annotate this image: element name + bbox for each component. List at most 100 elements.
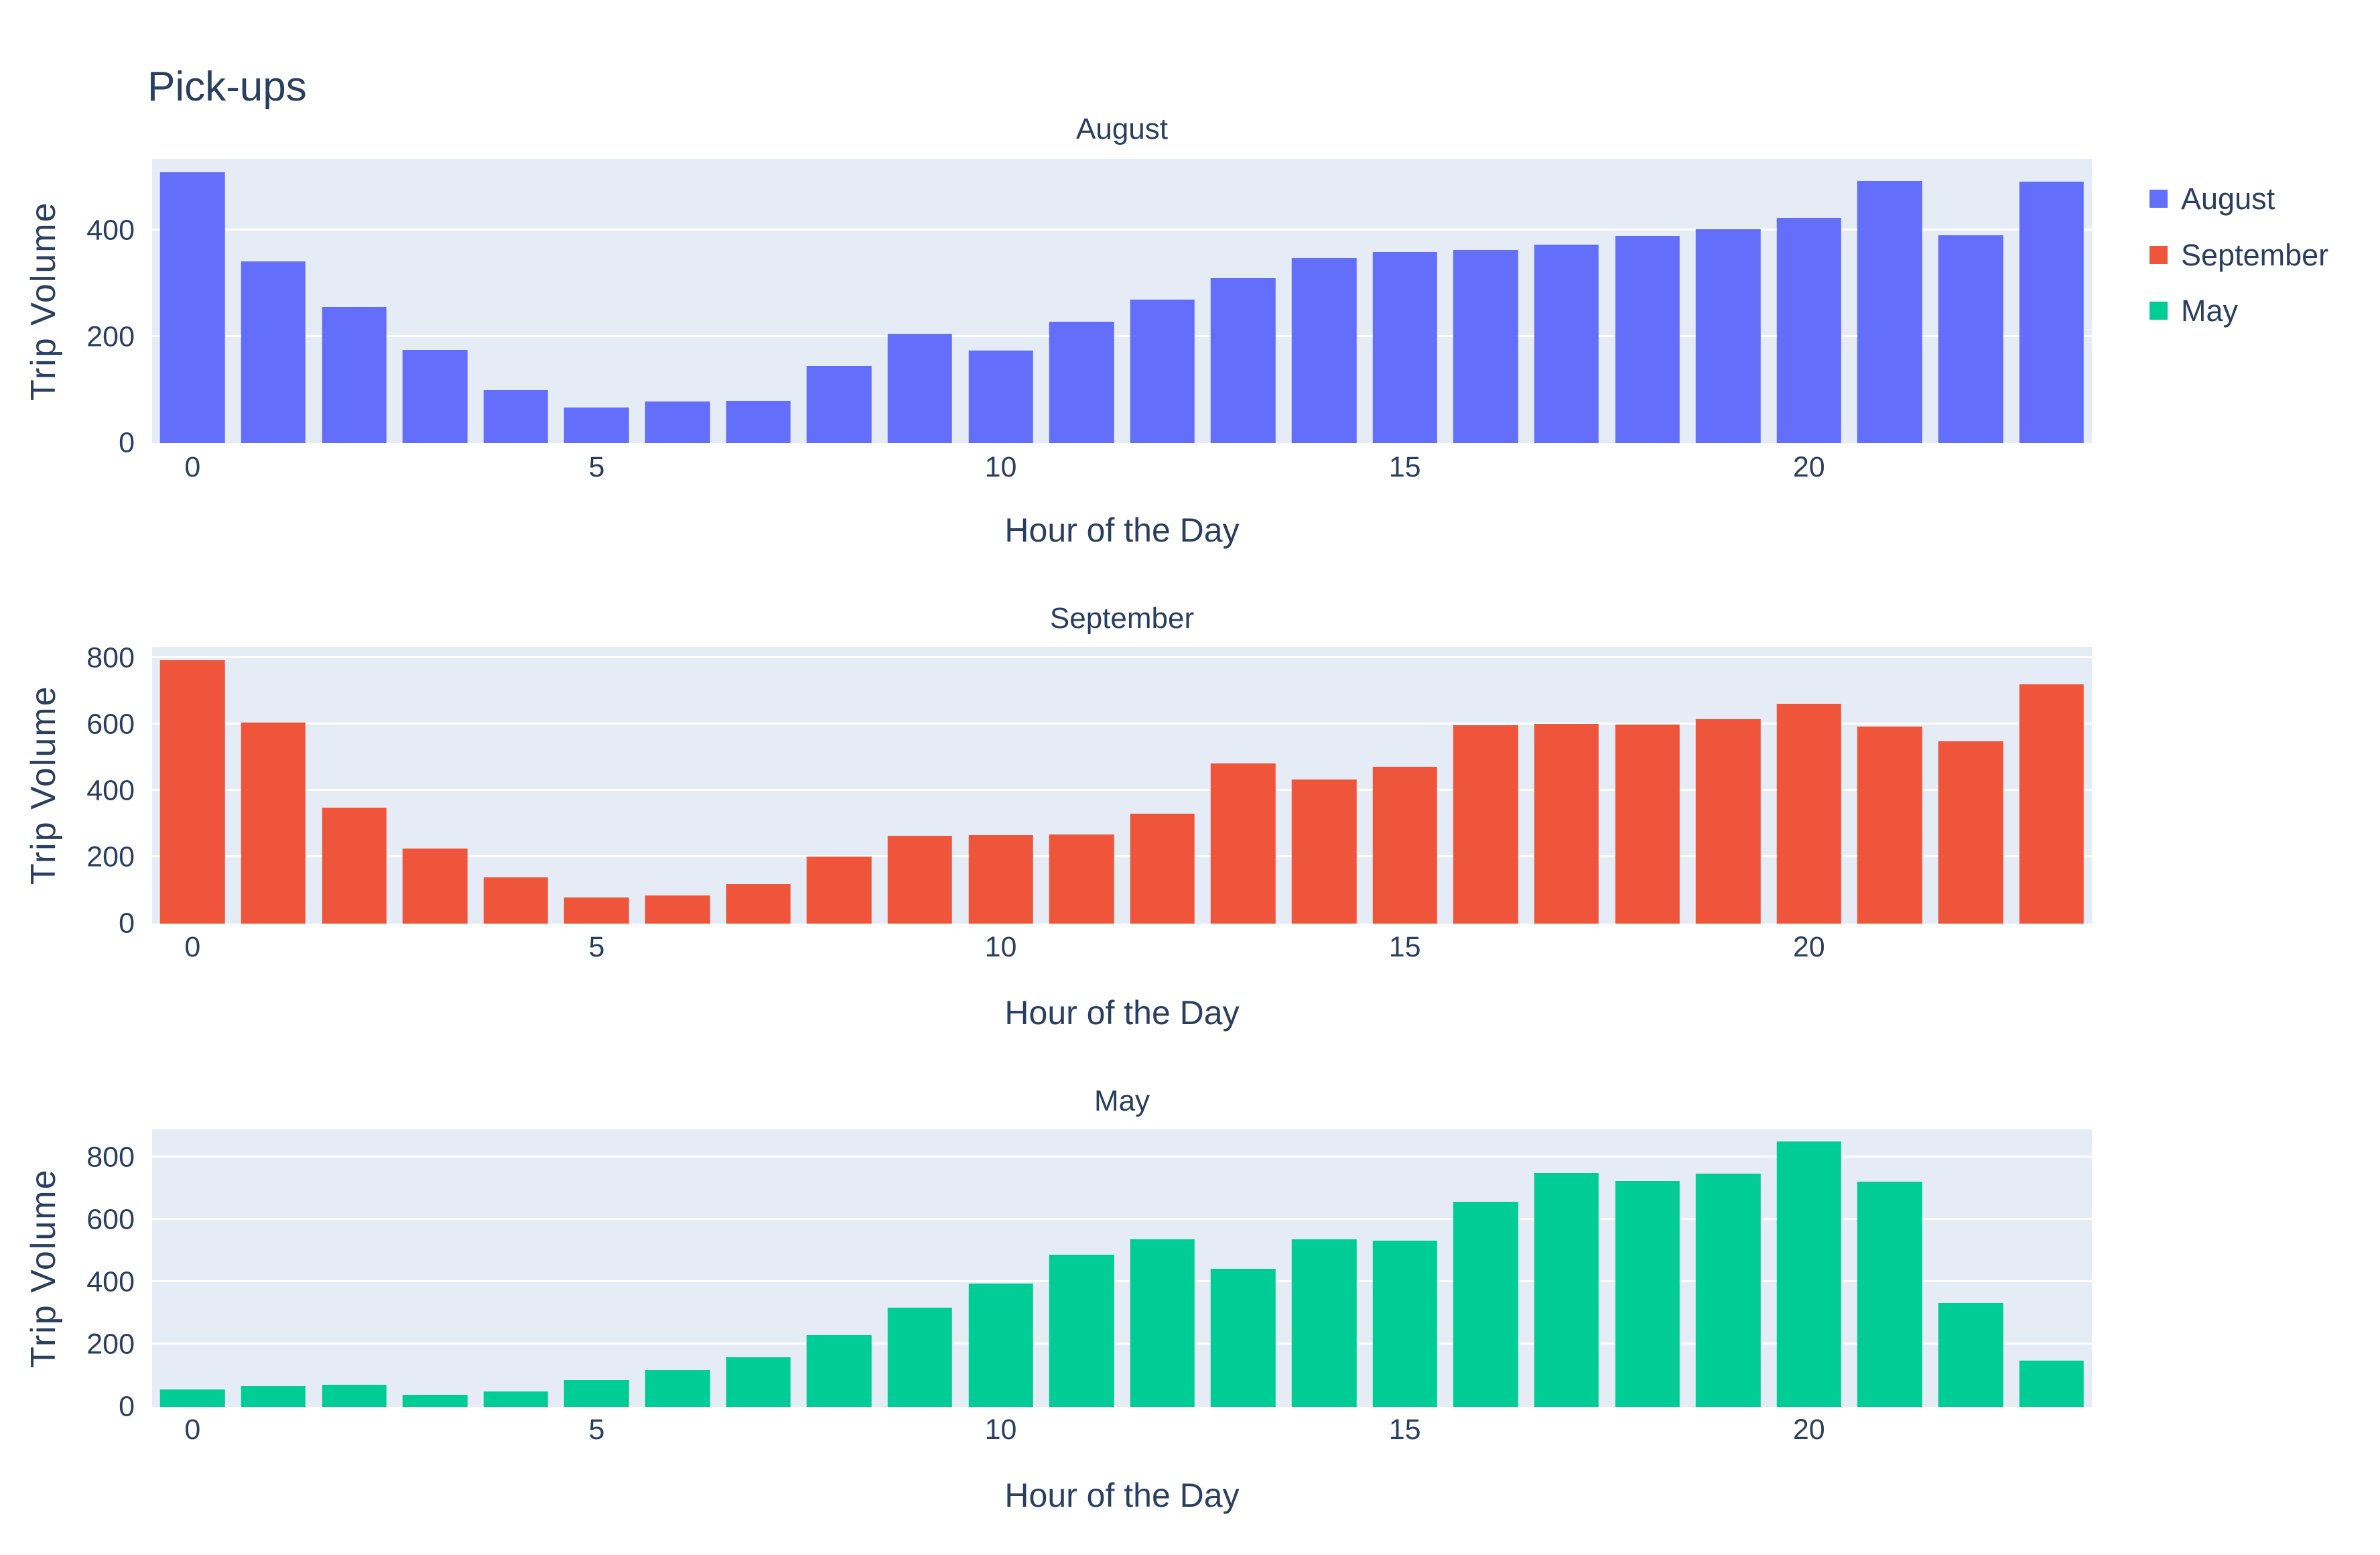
bar-hour-12[interactable]	[1130, 813, 1195, 924]
bar-hour-5[interactable]	[564, 897, 629, 924]
bar-hour-15[interactable]	[1372, 767, 1437, 924]
bar-hour-8[interactable]	[807, 366, 872, 443]
bar-hour-9[interactable]	[887, 1307, 953, 1407]
bar-hour-19[interactable]	[1695, 719, 1761, 924]
bar-hour-6[interactable]	[645, 895, 710, 924]
y-tick-label: 200	[86, 1328, 135, 1361]
bar-hour-5[interactable]	[564, 407, 629, 443]
bar-hour-12[interactable]	[1130, 1239, 1195, 1407]
bar-hour-23[interactable]	[2019, 1361, 2084, 1407]
gridline	[152, 1342, 2092, 1345]
y-tick-label: 200	[86, 841, 135, 873]
bar-hour-1[interactable]	[241, 261, 306, 443]
bar-hour-18[interactable]	[1615, 1180, 1680, 1407]
x-axis-tick-labels: 0 5 10 15 20	[152, 1416, 2092, 1463]
page-title: Pick-ups	[147, 63, 307, 110]
bar-hour-8[interactable]	[807, 1335, 872, 1407]
bar-hour-23[interactable]	[2019, 182, 2084, 443]
bar-hour-0[interactable]	[160, 660, 225, 924]
bar-hour-13[interactable]	[1211, 763, 1276, 924]
x-tick-label: 15	[1388, 931, 1421, 963]
bar-hour-2[interactable]	[322, 807, 387, 924]
bar-hour-3[interactable]	[402, 350, 468, 443]
y-tick-label: 600	[86, 708, 135, 741]
legend-item-august[interactable]: August	[2150, 182, 2328, 216]
x-axis-title: Hour of the Day	[1004, 1477, 1240, 1514]
x-tick-label: 15	[1388, 1414, 1421, 1446]
x-tick-label: 15	[1388, 451, 1421, 483]
bar-hour-17[interactable]	[1534, 245, 1599, 443]
bar-hour-1[interactable]	[241, 1386, 306, 1407]
bar-hour-15[interactable]	[1372, 1240, 1437, 1407]
legend-item-may[interactable]: May	[2150, 294, 2328, 328]
bar-hour-18[interactable]	[1615, 725, 1680, 924]
x-tick-label: 10	[984, 931, 1017, 963]
bar-hour-19[interactable]	[1695, 1174, 1761, 1407]
bar-hour-20[interactable]	[1776, 1141, 1842, 1407]
subplot-title: September	[1049, 602, 1195, 635]
x-tick-label: 10	[984, 1414, 1017, 1446]
bar-hour-7[interactable]	[726, 884, 791, 924]
y-tick-label: 800	[86, 641, 135, 674]
legend-swatch-august	[2150, 190, 2168, 208]
bar-hour-22[interactable]	[1938, 235, 2003, 443]
bar-hour-14[interactable]	[1291, 779, 1357, 924]
bar-hour-16[interactable]	[1453, 725, 1518, 924]
bar-hour-12[interactable]	[1130, 300, 1195, 443]
legend-label: August	[2181, 182, 2275, 216]
bar-hour-7[interactable]	[726, 400, 791, 443]
bar-hour-21[interactable]	[1857, 180, 1922, 443]
bar-hour-1[interactable]	[241, 722, 306, 924]
bar-hour-9[interactable]	[887, 835, 953, 924]
legend-item-september[interactable]: September	[2150, 238, 2328, 272]
bar-hour-11[interactable]	[1049, 1255, 1114, 1407]
bar-hour-15[interactable]	[1372, 252, 1437, 443]
bar-hour-8[interactable]	[807, 856, 872, 924]
bar-hour-4[interactable]	[483, 1391, 549, 1407]
bar-hour-16[interactable]	[1453, 249, 1518, 443]
plot-area-september	[152, 647, 2092, 924]
bar-hour-11[interactable]	[1049, 834, 1114, 924]
bar-hour-17[interactable]	[1534, 724, 1599, 924]
bar-hour-21[interactable]	[1857, 726, 1922, 924]
subplot-title: May	[1094, 1084, 1150, 1117]
bar-hour-10[interactable]	[968, 351, 1033, 443]
gridline	[152, 229, 2092, 231]
bar-hour-13[interactable]	[1211, 1268, 1276, 1407]
bar-hour-9[interactable]	[887, 333, 953, 443]
bar-hour-5[interactable]	[564, 1380, 629, 1407]
bar-hour-10[interactable]	[968, 1283, 1033, 1407]
bar-hour-17[interactable]	[1534, 1172, 1599, 1407]
bar-hour-16[interactable]	[1453, 1202, 1518, 1407]
bar-hour-6[interactable]	[645, 401, 710, 443]
bar-hour-22[interactable]	[1938, 1303, 2003, 1407]
bar-hour-0[interactable]	[160, 1389, 225, 1407]
bar-hour-21[interactable]	[1857, 1181, 1922, 1407]
bar-hour-10[interactable]	[968, 834, 1033, 924]
bar-hour-18[interactable]	[1615, 235, 1680, 443]
bar-hour-20[interactable]	[1776, 704, 1842, 924]
bar-hour-14[interactable]	[1291, 258, 1357, 443]
bar-hour-2[interactable]	[322, 307, 387, 443]
bar-hour-4[interactable]	[483, 877, 549, 924]
bar-hour-2[interactable]	[322, 1384, 387, 1407]
bar-hour-6[interactable]	[645, 1370, 710, 1407]
bar-hour-3[interactable]	[402, 849, 468, 924]
y-axis-tick-labels: 0 200 400	[0, 159, 144, 457]
bar-hour-13[interactable]	[1211, 277, 1276, 443]
y-tick-label: 400	[86, 1265, 135, 1298]
bar-hour-14[interactable]	[1291, 1239, 1357, 1407]
bar-hour-11[interactable]	[1049, 321, 1114, 443]
bar-hour-3[interactable]	[402, 1395, 468, 1407]
bar-hour-19[interactable]	[1695, 229, 1761, 443]
bar-hour-23[interactable]	[2019, 684, 2084, 924]
bar-hour-0[interactable]	[160, 172, 225, 443]
gridline	[152, 855, 2092, 858]
bar-hour-20[interactable]	[1776, 217, 1842, 443]
y-axis-tick-labels: 0 200 400 600 800	[0, 1129, 144, 1421]
bar-hour-22[interactable]	[1938, 741, 2003, 924]
y-tick-label: 400	[86, 214, 135, 247]
bar-hour-4[interactable]	[483, 389, 549, 443]
x-tick-label: 5	[588, 451, 605, 483]
bar-hour-7[interactable]	[726, 1357, 791, 1407]
